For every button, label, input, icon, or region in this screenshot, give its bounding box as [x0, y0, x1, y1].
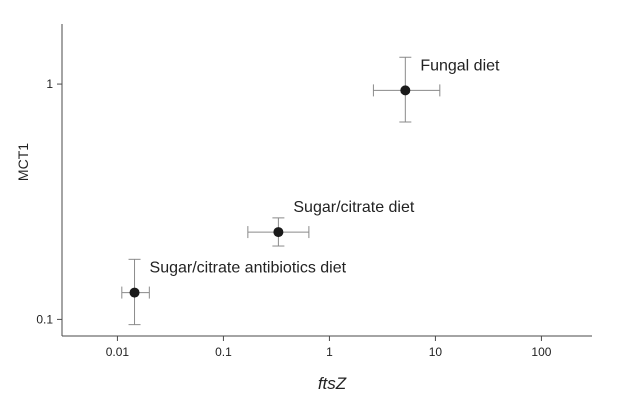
data-point-group: Fungal diet — [372, 56, 500, 123]
x-tick-label: 0.1 — [215, 345, 232, 359]
y-tick-label: 0.1 — [36, 312, 53, 326]
x-tick-label: 10 — [429, 345, 443, 359]
data-point-label: Sugar/citrate diet — [293, 199, 415, 216]
data-point-group: Sugar/citrate diet — [247, 199, 415, 247]
y-axis-title: MCT1 — [15, 143, 31, 181]
data-point — [273, 227, 284, 238]
x-tick-label: 100 — [531, 345, 551, 359]
data-point — [400, 85, 411, 96]
y-ticks: 0.11 — [36, 77, 62, 326]
data-point — [129, 287, 140, 298]
data-point-group: Sugar/citrate antibiotics diet — [121, 258, 347, 326]
x-tick-label: 1 — [326, 345, 333, 359]
data-point-label: Fungal diet — [420, 57, 500, 74]
x-tick-label: 0.01 — [106, 345, 130, 359]
x-ticks: 0.01 0.1 1 10 100 — [106, 336, 552, 359]
data-point-label: Sugar/citrate antibiotics diet — [150, 260, 347, 277]
data-points: Fungal diet Sugar/citrate diet Sugar/citra… — [121, 56, 500, 326]
x-axis-title: ftsZ — [318, 374, 347, 393]
y-tick-label: 1 — [46, 77, 53, 91]
